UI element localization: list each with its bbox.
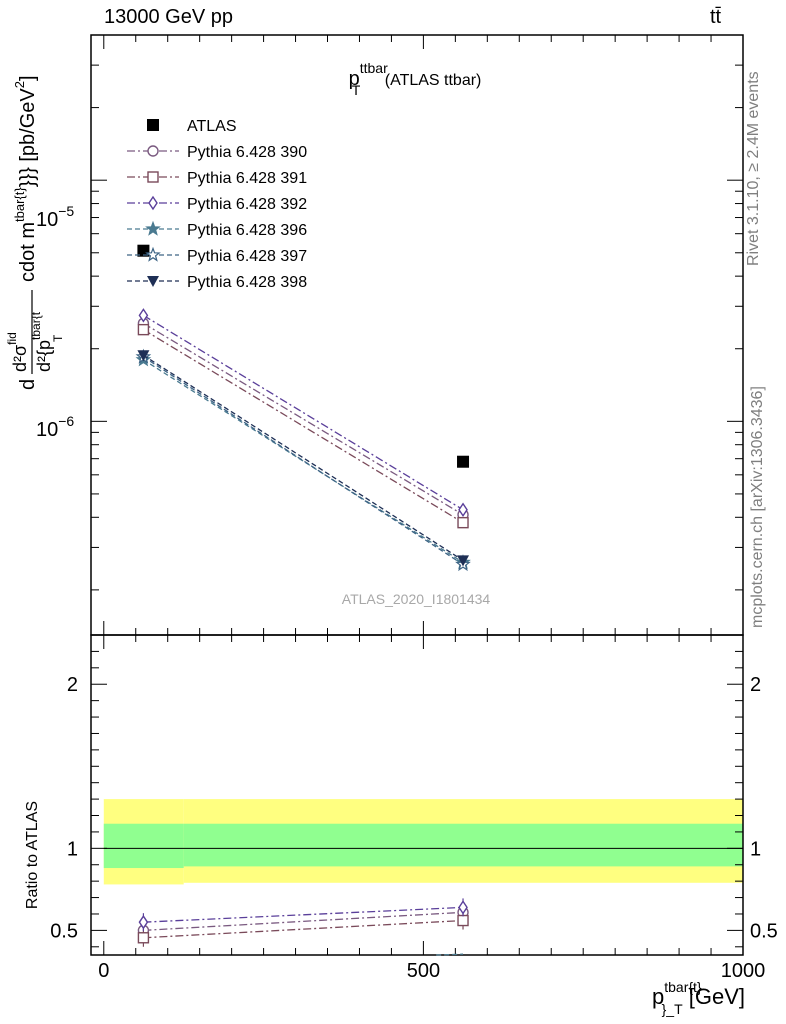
svg-text:cdot mtbar{t}}}} [pb/GeV2]: cdot mtbar{t}}}} [pb/GeV2] <box>12 75 39 282</box>
ratio-point-s1-1 <box>457 914 469 927</box>
ratio-ylabel: Ratio to ATLAS <box>24 801 41 909</box>
ratio-band-1-seg-0 <box>103 823 184 869</box>
x-tick-label: 0 <box>98 960 109 982</box>
main-point-s0-0 <box>137 244 150 257</box>
ratio-series-line-0 <box>143 911 464 932</box>
ratio-ytick-label: 1 <box>67 838 78 860</box>
main-series-line-2 <box>143 329 464 524</box>
ratio-series-line-3 <box>436 953 464 956</box>
svg-text:d²σfid: d²σfid <box>5 332 30 372</box>
watermark: ATLAS_2020_I1801434 <box>342 591 491 607</box>
ylabel-cdot: cdot m <box>17 222 39 282</box>
main-point-s2-0 <box>137 323 150 336</box>
main-title-sub: T <box>352 82 361 98</box>
main-point-s3-1 <box>458 502 468 517</box>
ytick-1e-5-base: 10 <box>36 209 58 231</box>
legend-marker-6 <box>147 276 159 287</box>
main-title-sup: ttbar <box>360 60 388 76</box>
main-point-s2-1 <box>457 516 469 529</box>
legend-marker-3 <box>148 195 158 211</box>
svg-text:d: d <box>17 379 39 390</box>
legend-label-1: Pythia 6.428 390 <box>187 144 307 161</box>
legend-marker-2 <box>147 171 159 183</box>
ylabel-d2sigma: d²σ <box>10 345 30 372</box>
ratio-ytick-label-right: 2 <box>750 674 761 696</box>
main-title-p: p <box>349 68 360 90</box>
main-series-line-4 <box>143 359 464 563</box>
ylabel-p-sub: T <box>51 334 65 342</box>
svg-text:d²{ptbar{tT: d²{ptbar{t T <box>29 311 65 372</box>
legend-marker-0 <box>147 119 159 131</box>
ytick-1e-5-exp: −5 <box>58 203 74 219</box>
main-title-rest: (ATLAS ttbar) <box>380 72 481 89</box>
x-tick-label: 500 <box>407 960 440 982</box>
ratio-series-line-1 <box>143 919 464 939</box>
ytick-1e-6-base: 10 <box>36 419 58 441</box>
ylabel-tail-sup: 2 <box>12 81 27 88</box>
ratio-ytick-label-right: 1 <box>750 838 761 860</box>
ylabel-tail-end: ] <box>17 75 39 81</box>
main-ytick-label-1e-5: 10−5 <box>36 203 74 231</box>
main-ytick-label-1e-6: 10−6 <box>36 413 74 441</box>
chart-marks: 0 500 1000 0.5 0.5 1 1 2 2 ATLAS Pythia 6.428 390 P… <box>50 34 778 982</box>
main-point-s3-0 <box>138 308 149 323</box>
legend-label-6: Pythia 6.428 398 <box>187 274 307 291</box>
main-title: pttbar T (ATLAS ttbar) <box>349 60 482 98</box>
ratio-point-s2-0 <box>138 914 149 930</box>
ratio-ytick-label: 2 <box>67 674 78 696</box>
ratio-ytick-label-right: 0.5 <box>750 920 778 942</box>
header-right: tt̄ <box>710 6 722 28</box>
ylabel-m-sup: tbar{t} <box>12 187 27 222</box>
ratio-series-line-2 <box>143 906 464 923</box>
ratio-frame <box>90 634 744 956</box>
legend-label-5: Pythia 6.428 397 <box>187 248 307 265</box>
main-ylabel: d d²σfid d²{ptbar{t T cdot mtbar{t}}}} [p… <box>5 75 65 390</box>
ratio-point-s1-0 <box>137 932 150 944</box>
xlabel: ptbar{t} }_T [GeV] <box>652 979 745 1017</box>
main-series-line-6 <box>143 354 464 561</box>
ratio-band-1-seg-1 <box>183 823 743 867</box>
main-series-line-1 <box>143 322 464 516</box>
legend-marker-1 <box>147 145 159 157</box>
ratio-ytick-label: 0.5 <box>50 920 78 942</box>
ylabel-d2p: d²{p <box>34 340 54 372</box>
ytick-1e-6-exp: −6 <box>58 413 74 429</box>
main-series-line-3 <box>143 314 464 511</box>
ratio-point-s2-1 <box>458 900 468 915</box>
legend-marker-5 <box>145 246 161 262</box>
main-point-s0-1 <box>457 455 470 468</box>
x-tick-label: 1000 <box>721 960 766 982</box>
ylabel-tail: }}} [pb/GeV <box>17 88 39 188</box>
xlabel-sup: tbar{t} <box>664 979 702 995</box>
legend-marker-4 <box>145 220 161 236</box>
legend-label-0: ATLAS <box>187 118 237 135</box>
legend-label-2: Pythia 6.428 391 <box>187 170 307 187</box>
ylabel-p-sup: tbar{t <box>29 311 43 340</box>
xlabel-p: p <box>652 984 664 1009</box>
ylabel-d: d <box>17 379 39 390</box>
legend-label-3: Pythia 6.428 392 <box>187 196 307 213</box>
header-left: 13000 GeV pp <box>104 6 233 28</box>
ylabel-sigma-sup: fid <box>5 332 19 345</box>
xlabel-sub: }_T <box>662 1001 683 1017</box>
main-point-s6-0 <box>137 350 150 362</box>
main-point-s6-1 <box>457 555 470 567</box>
legend-label-4: Pythia 6.428 396 <box>187 222 307 239</box>
xlabel-unit: [GeV] <box>683 984 745 1009</box>
